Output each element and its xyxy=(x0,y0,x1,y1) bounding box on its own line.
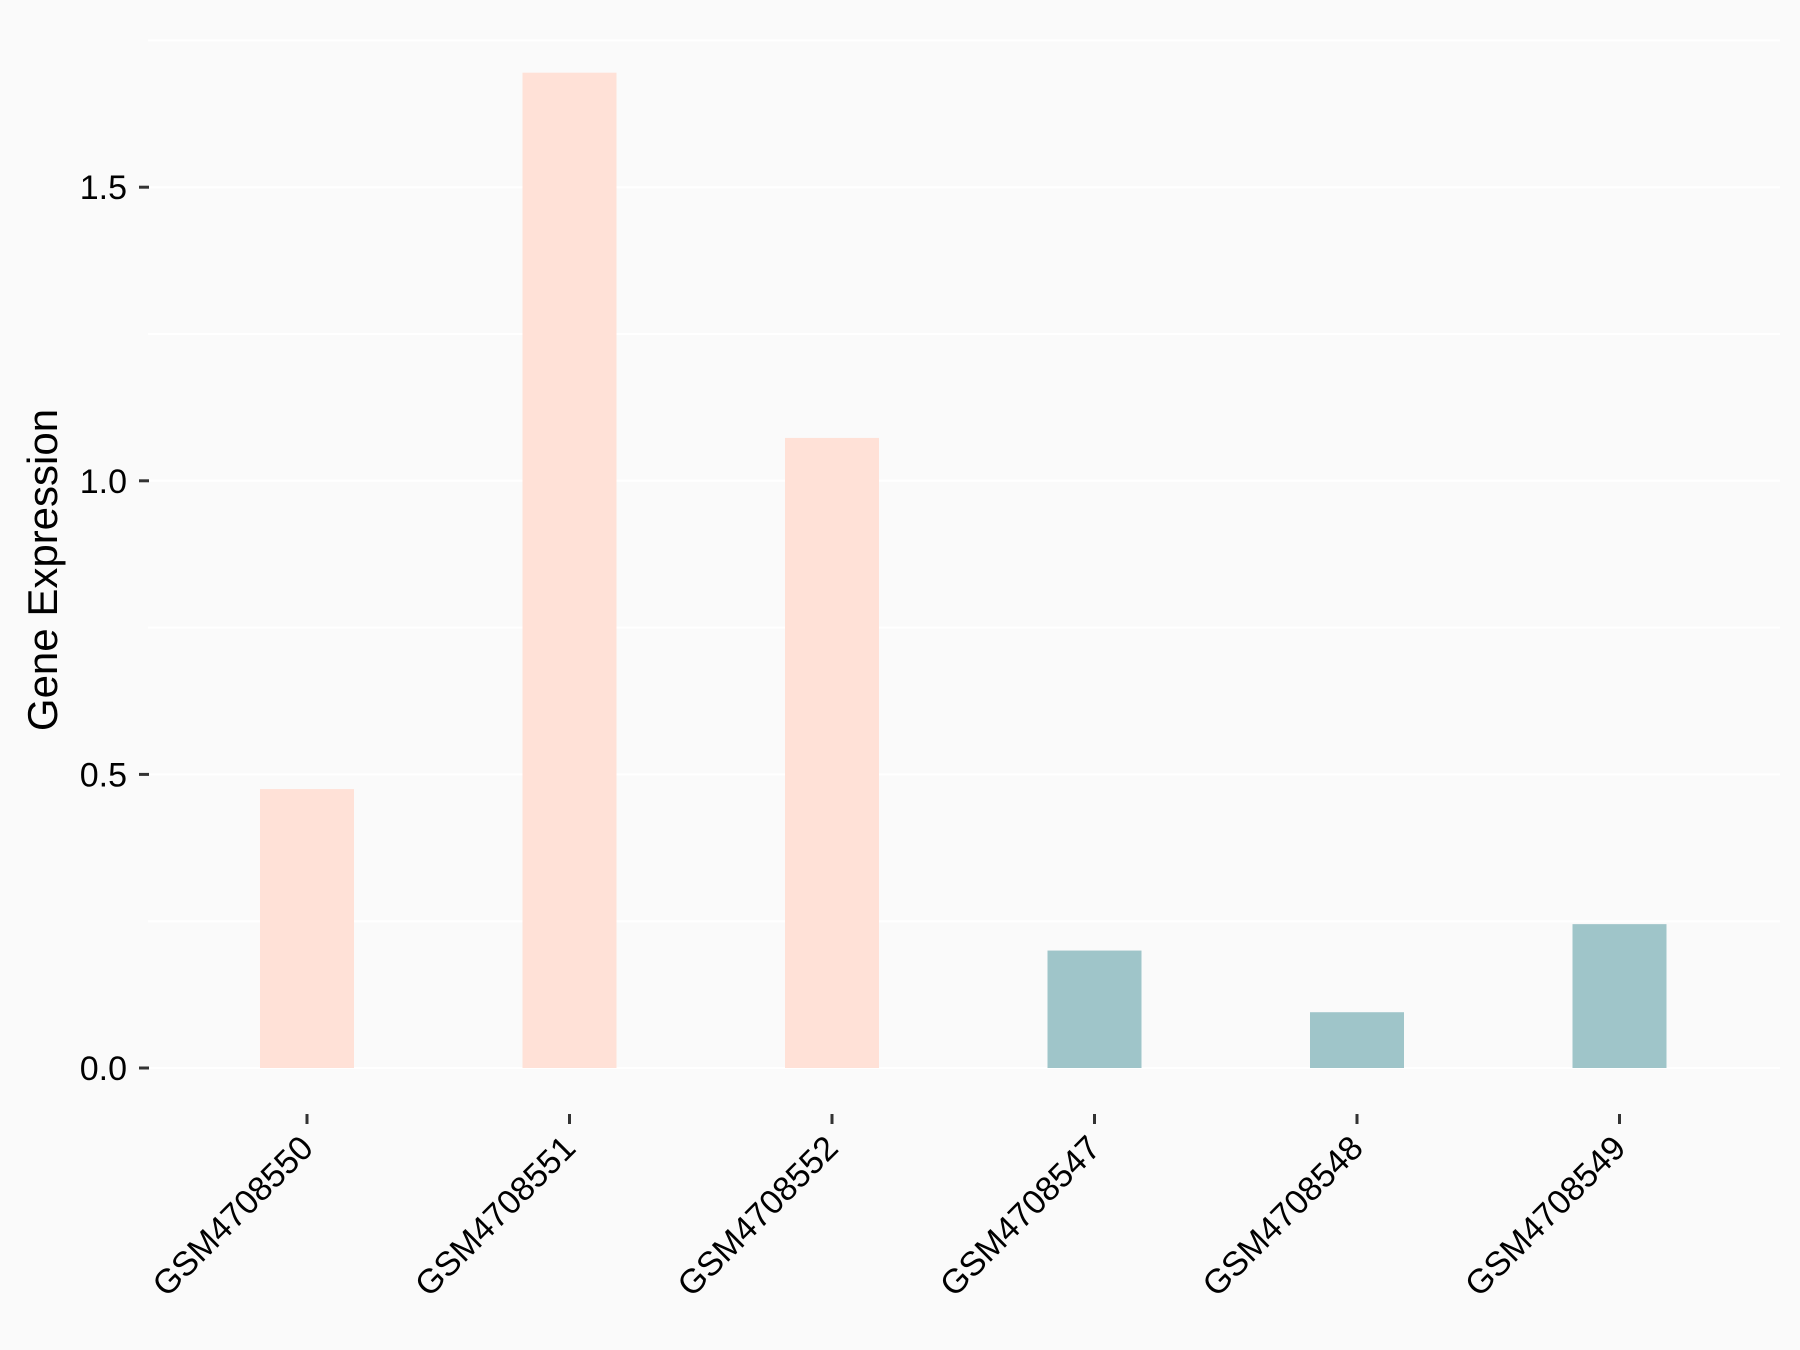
y-tick-label-2: 1.0 xyxy=(80,463,127,501)
y-axis: 0.0 0.5 1.0 1.5 xyxy=(80,169,149,1088)
bar-GSM4708552 xyxy=(785,437,879,1068)
y-axis-title: Gene Expression xyxy=(19,409,66,731)
bar-GSM4708551 xyxy=(522,72,617,1069)
bars-layer xyxy=(260,72,1667,1069)
y-tick-label-1: 0.5 xyxy=(80,756,127,794)
y-tick-label-3: 1.5 xyxy=(80,169,127,207)
bar-GSM4708549 xyxy=(1572,924,1667,1068)
bar-GSM4708548 xyxy=(1310,1012,1404,1068)
grid-layer xyxy=(148,39,1780,1069)
y-tick-label-0: 0.0 xyxy=(80,1050,127,1088)
bar-GSM4708550 xyxy=(260,789,354,1068)
bar-GSM4708547 xyxy=(1047,950,1142,1068)
